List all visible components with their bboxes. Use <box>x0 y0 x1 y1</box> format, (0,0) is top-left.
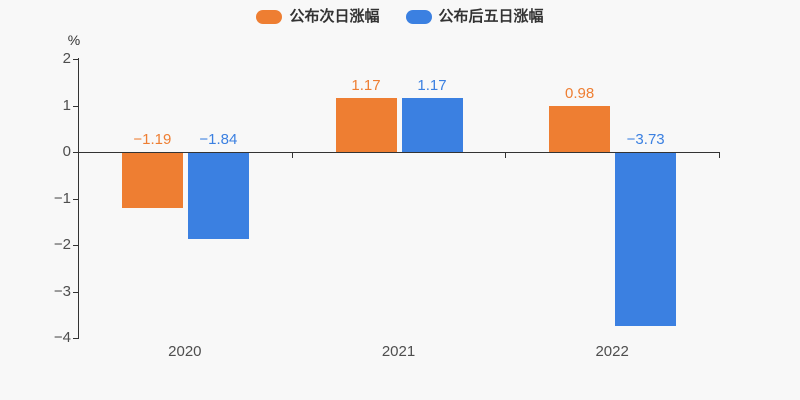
value-label-2020-series0: −1.19 <box>133 131 172 148</box>
bar-2020-series1[interactable] <box>187 153 249 239</box>
y-axis-tick <box>73 291 78 293</box>
value-label-2022-series1: −3.73 <box>626 131 665 148</box>
bar-2021-series0[interactable] <box>335 97 397 152</box>
legend-label-next-day-change: 公布次日涨幅 <box>289 8 380 25</box>
x-axis-label-2021: 2021 <box>381 343 416 360</box>
y-axis-tick <box>73 59 78 60</box>
value-label-2022-series0: 0.98 <box>565 85 595 103</box>
y-axis-tick-label: 1 <box>62 96 71 114</box>
x-axis-tick <box>292 153 293 158</box>
y-axis-tick <box>73 152 78 153</box>
y-axis-tick <box>73 105 78 107</box>
x-axis-tick <box>505 153 506 158</box>
y-axis-tick <box>73 198 78 200</box>
x-axis-label-2022: 2022 <box>595 343 629 360</box>
bar-2022-series0[interactable] <box>549 106 611 152</box>
y-axis-tick-label: −1 <box>53 189 71 207</box>
y-axis-tick-label: 0 <box>62 143 71 160</box>
value-label-2020-series1: −1.84 <box>199 131 238 148</box>
y-axis-tick-label: 2 <box>62 50 71 67</box>
legend-swatch-blue <box>405 10 432 24</box>
x-axis-label-2020: 2020 <box>168 343 202 360</box>
legend-item-five-day-change[interactable]: 公布后五日涨幅 <box>405 8 544 25</box>
x-axis-line <box>78 152 720 153</box>
legend-swatch-orange <box>256 10 283 24</box>
y-axis-tick <box>73 245 78 246</box>
y-axis-tick-label: −2 <box>53 236 71 253</box>
legend-label-five-day-change: 公布后五日涨幅 <box>438 8 544 25</box>
y-axis-unit-label: % <box>67 32 81 48</box>
x-axis-tick <box>719 153 720 158</box>
legend-item-next-day-change[interactable]: 公布次日涨幅 <box>256 8 380 25</box>
y-axis-tick-label: −3 <box>53 282 71 300</box>
y-axis-line <box>78 58 79 339</box>
value-label-2021-series1: 1.17 <box>417 76 447 94</box>
y-axis-tick <box>73 338 78 339</box>
bar-2021-series1[interactable] <box>401 97 463 152</box>
value-label-2021-series0: 1.17 <box>351 76 381 94</box>
y-axis-tick-label: −4 <box>53 329 71 346</box>
bar-2022-series1[interactable] <box>615 153 677 327</box>
legend: 公布次日涨幅 公布后五日涨幅 <box>0 9 800 25</box>
bar-2020-series0[interactable] <box>121 153 183 209</box>
